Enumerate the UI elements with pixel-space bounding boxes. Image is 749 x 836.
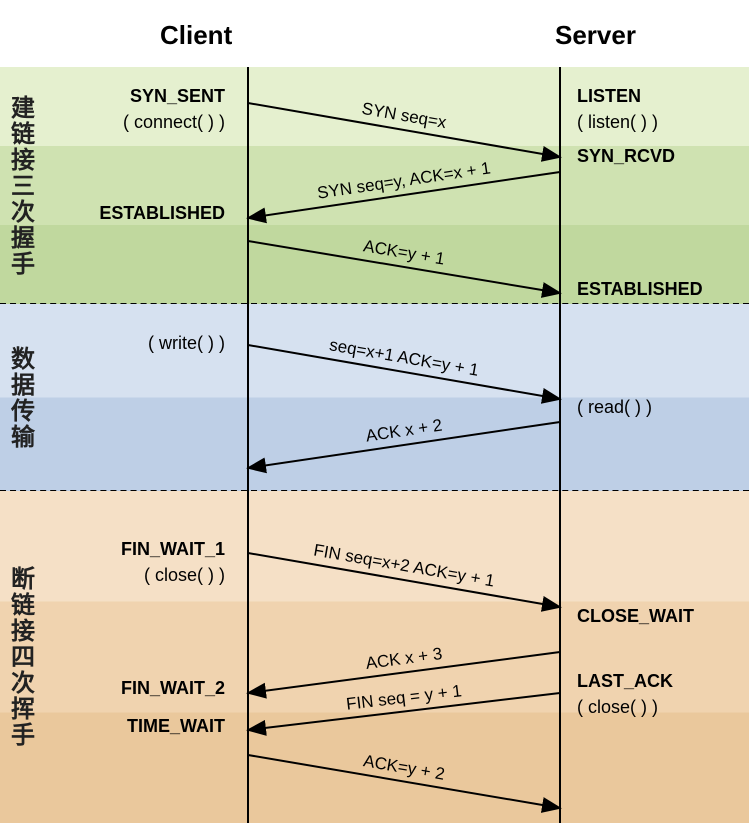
state-label: ( read( ) ) (577, 397, 652, 418)
state-label: CLOSE_WAIT (577, 606, 694, 627)
state-label: LISTEN (577, 86, 641, 107)
state-label: TIME_WAIT (127, 716, 225, 737)
phase-vlabel-handshake: 建链接三次握手 (0, 67, 40, 304)
header-client: Client (160, 20, 232, 51)
header-server: Server (555, 20, 636, 51)
state-label: ( listen( ) ) (577, 112, 658, 133)
state-label: ( close( ) ) (577, 697, 658, 718)
state-label: ( close( ) ) (144, 565, 225, 586)
client-lifeline (247, 67, 249, 823)
state-label: SYN_SENT (130, 86, 225, 107)
header-row: Client Server (0, 0, 749, 67)
phase-vlabel-text: 数据传输 (3, 346, 38, 450)
phase-vlabel-teardown: 断链接四次挥手 (0, 491, 40, 823)
state-label: ( connect( ) ) (123, 112, 225, 133)
server-lifeline (559, 67, 561, 823)
phase-vlabel-text: 建链接三次握手 (3, 95, 38, 277)
phase-vlabel-transfer: 数据传输 (0, 304, 40, 491)
state-label: FIN_WAIT_1 (121, 539, 225, 560)
state-label: ( write( ) ) (148, 333, 225, 354)
state-label: SYN_RCVD (577, 146, 675, 167)
state-label: ESTABLISHED (577, 279, 703, 300)
phase-vlabel-text: 断链接四次挥手 (3, 566, 38, 748)
state-label: LAST_ACK (577, 671, 673, 692)
state-label: ESTABLISHED (99, 203, 225, 224)
state-label: FIN_WAIT_2 (121, 678, 225, 699)
tcp-handshake-diagram: Client Server 建链接三次握手数据传输断链接四次挥手 SYN_SEN… (0, 0, 749, 836)
